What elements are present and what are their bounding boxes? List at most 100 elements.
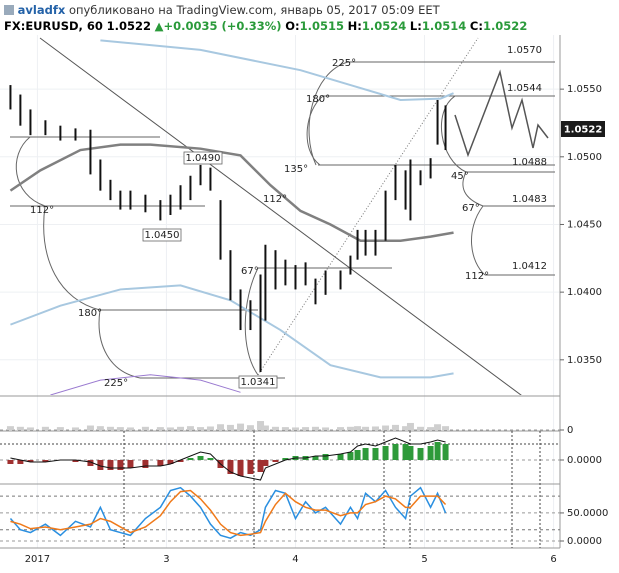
histogram-bar: [382, 446, 389, 460]
published: опубликовано на TradingView.com, январь …: [68, 3, 440, 17]
drawings: [10, 37, 555, 395]
annotation: 1.0483: [512, 194, 547, 205]
volume-bar: [156, 427, 164, 430]
ohlc-value: 1.0522: [482, 19, 528, 33]
histogram-bar: [72, 460, 79, 462]
histogram-bar: [87, 460, 94, 466]
histogram-bar: [372, 448, 379, 460]
last-price: 1.0522: [106, 19, 151, 33]
ohlc-label: L:: [409, 19, 422, 33]
volume-bar: [141, 426, 149, 430]
histogram-bar: [197, 456, 204, 460]
price-tag-label: 1.0522: [564, 125, 603, 136]
volume-bar: [106, 426, 114, 430]
histogram-bar: [142, 460, 149, 468]
volume-bar: [186, 426, 194, 430]
histogram-bar: [237, 460, 244, 476]
volume-bar: [116, 427, 124, 430]
x-tick-label: 3: [163, 554, 169, 565]
fan-line: [257, 37, 479, 376]
x-tick-label: 4: [292, 554, 298, 565]
histogram-bar: [347, 452, 354, 460]
volume-bar: [166, 427, 174, 430]
y-tick-label: 1.0550: [567, 84, 602, 95]
ohlc-value: 1.0524: [361, 19, 407, 33]
volume-bar: [362, 426, 370, 430]
label-box: [142, 228, 182, 242]
volume-bar: [96, 426, 104, 430]
grid: [0, 35, 560, 548]
histogram-bar: [407, 446, 414, 460]
histogram-bar: [247, 460, 254, 474]
histogram-bar: [207, 458, 214, 460]
histogram-bar: [127, 460, 134, 468]
histogram-bar: [362, 448, 369, 460]
fan-arc: [15, 136, 46, 207]
annotation: 225°: [104, 378, 128, 389]
volume-bar: [382, 425, 390, 430]
ohlc-label: H:: [347, 19, 362, 33]
volume-bar: [302, 427, 310, 430]
annotation: 112°: [465, 271, 489, 282]
histogram-bar: [392, 444, 399, 460]
histogram-bar: [42, 460, 49, 462]
label-box: [238, 375, 278, 389]
histogram-bar: [7, 460, 14, 464]
histogram-bar: [187, 458, 194, 460]
header: avladfx опубликовано на TradingView.com,…: [0, 0, 619, 34]
annotation: 112°: [30, 205, 54, 216]
histogram-bar: [354, 450, 361, 460]
histogram-bar: [272, 460, 279, 462]
projection: [454, 69, 549, 158]
volume-bar: [16, 426, 24, 430]
histogram-bar: [227, 460, 234, 474]
histogram-bar: [262, 460, 269, 466]
fan-arc: [308, 61, 349, 166]
volume-bar: [402, 426, 410, 430]
annotation: 135°: [284, 164, 308, 175]
histogram-bar: [312, 456, 319, 460]
volume-bar: [86, 425, 94, 430]
y-tick-label: 0.0000: [567, 455, 602, 466]
x-tick-label: 5: [421, 554, 427, 565]
y-tick-label: 1.0400: [567, 287, 602, 298]
symbol: FX:EURUSD, 60: [4, 19, 103, 33]
fan-arc: [43, 205, 101, 311]
annotation: 225°: [332, 58, 356, 69]
volume-bar: [197, 427, 205, 430]
fan-arc: [98, 309, 141, 379]
author[interactable]: avladfx: [17, 3, 66, 17]
volume-bar: [71, 427, 79, 430]
volume-bar: [261, 425, 269, 430]
indicator-line: [9, 143, 454, 242]
header-line: avladfx опубликовано на TradingView.com,…: [4, 3, 440, 17]
histogram-bar: [434, 442, 441, 460]
volume-bar: [322, 427, 330, 430]
annotation: 1.0450: [145, 230, 180, 241]
volume-bar: [217, 424, 225, 430]
plot: 1.0570 1.0544 1.0488 1.0483 1.0412 1.0490 1.04…: [0, 39, 560, 539]
y-tick-label: 1.0450: [567, 219, 602, 230]
histogram-bar: [167, 460, 174, 464]
volume-bar: [26, 427, 34, 430]
y-tick-label: 0.0000: [567, 536, 602, 547]
volume-bar: [257, 421, 265, 430]
volume-bar: [417, 426, 425, 430]
histogram-bar: [117, 460, 124, 470]
volume-bar: [237, 423, 245, 430]
volume-bar: [391, 424, 399, 430]
histogram-bar: [27, 460, 34, 462]
price-tag: [561, 121, 605, 137]
fan-arc: [306, 95, 324, 166]
volume-bar: [337, 427, 345, 430]
y-tick-label: 1.0350: [567, 355, 602, 366]
volume-bar: [6, 426, 14, 430]
volume-bar: [126, 427, 134, 430]
symbol-line: FX:EURUSD, 60 1.0522 ▲+0.0035 (+0.33%) O…: [4, 19, 527, 33]
histogram-bar: [107, 460, 114, 470]
trend-line: [39, 37, 522, 395]
volume-bar: [246, 425, 254, 430]
indicator-line: [50, 374, 241, 395]
